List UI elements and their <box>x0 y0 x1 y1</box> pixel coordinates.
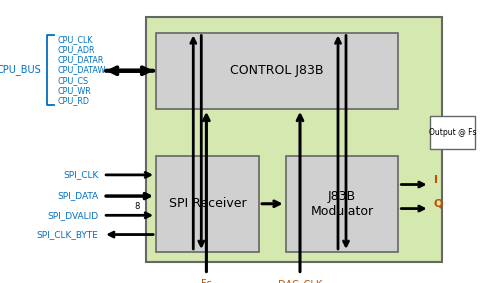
Text: DAC_CLK: DAC_CLK <box>278 279 322 283</box>
Text: Fs: Fs <box>201 279 212 283</box>
Text: CPU_DATAW: CPU_DATAW <box>58 65 106 74</box>
Text: CPU_DATAR: CPU_DATAR <box>58 55 104 64</box>
Text: Output @ Fs: Output @ Fs <box>429 128 476 137</box>
Text: SPI_DVALID: SPI_DVALID <box>47 211 98 220</box>
Text: I: I <box>433 175 438 185</box>
Bar <box>156 156 259 252</box>
Text: CPU_ADR: CPU_ADR <box>58 45 95 54</box>
Text: CPU_RD: CPU_RD <box>58 96 90 105</box>
Text: SPI_CLK_BYTE: SPI_CLK_BYTE <box>36 230 98 239</box>
Bar <box>156 33 398 109</box>
Text: J83B
Modulator: J83B Modulator <box>311 190 373 218</box>
Text: CONTROL J83B: CONTROL J83B <box>230 64 324 77</box>
Text: CPU_WR: CPU_WR <box>58 86 91 95</box>
Text: SPI Receiver: SPI Receiver <box>169 197 246 210</box>
Text: CPU_BUS: CPU_BUS <box>0 65 42 76</box>
Text: CPU_CS: CPU_CS <box>58 76 89 85</box>
Text: SPI_CLK: SPI_CLK <box>63 170 98 179</box>
Bar <box>430 116 475 149</box>
Text: Q: Q <box>433 199 443 209</box>
Bar <box>146 17 442 262</box>
Text: CPU_CLK: CPU_CLK <box>58 35 93 44</box>
Bar <box>286 156 398 252</box>
Text: 8: 8 <box>134 202 140 211</box>
Text: SPI_DATA: SPI_DATA <box>57 192 98 201</box>
